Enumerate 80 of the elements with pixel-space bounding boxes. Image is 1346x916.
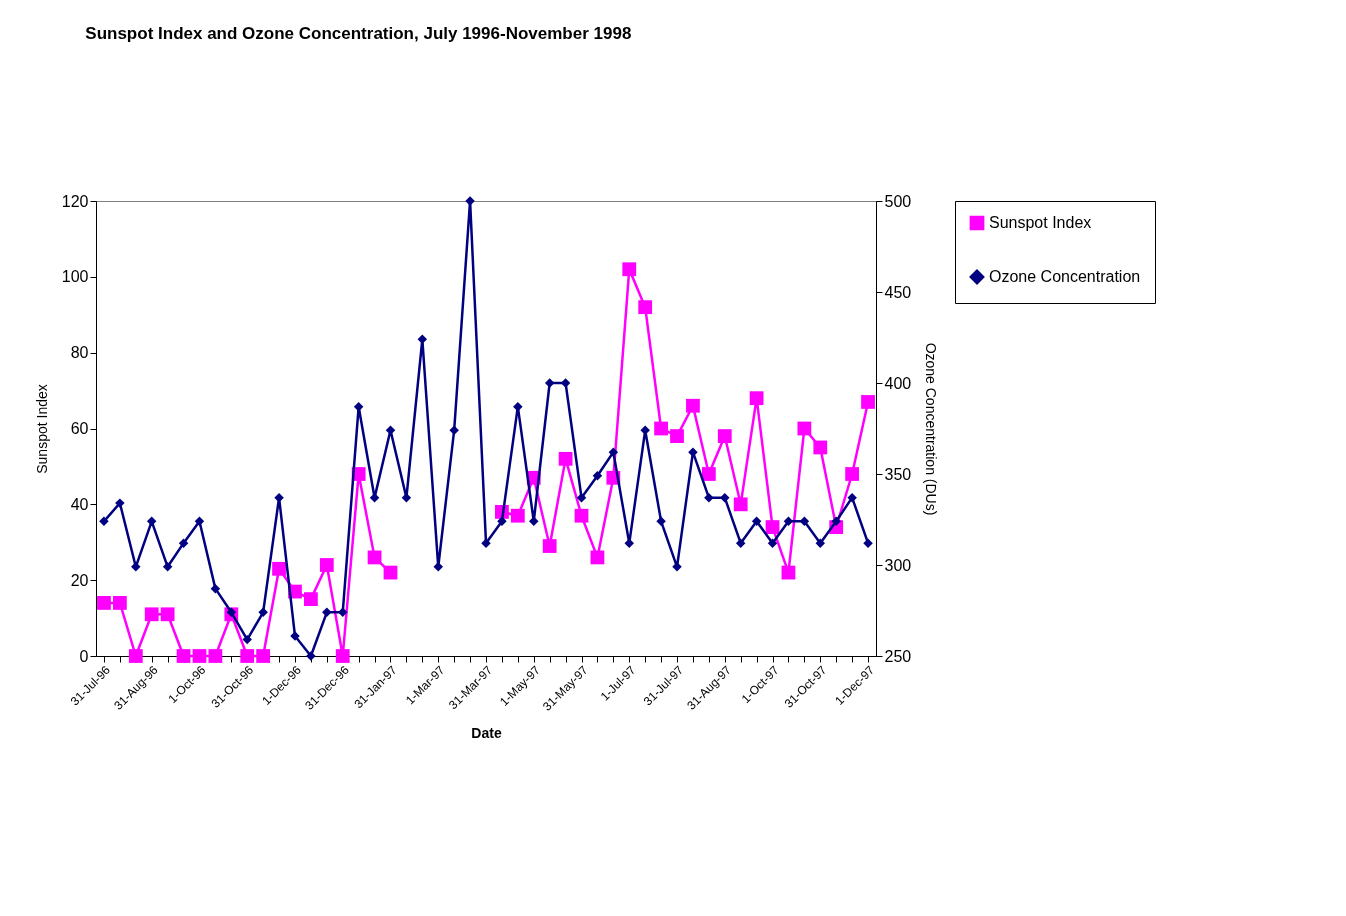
point [544,378,555,388]
point [815,538,826,548]
point [845,467,860,481]
point [226,607,237,618]
point [433,562,443,572]
y-tick-label: 120 [61,192,89,210]
y-axis-title: Sunspot Index [33,384,50,474]
point [194,516,205,527]
point [322,607,332,618]
point [797,421,812,436]
point [510,508,525,523]
point [749,391,764,406]
chart-title: Sunspot Index and Ozone Concentration, July 1996-November 1998 [85,24,632,43]
point [178,538,189,548]
point [242,634,252,645]
point [847,492,857,503]
point [256,649,271,663]
point [813,440,828,455]
point [272,561,286,576]
point [335,649,350,663]
point [258,607,268,618]
point [97,596,111,610]
point [751,516,762,527]
point [449,425,459,436]
point [704,492,714,503]
point [319,558,334,572]
y2-tick-label: 300 [884,556,912,574]
point [192,649,207,663]
point [767,538,778,548]
point [622,262,637,277]
point [592,471,603,481]
point [654,421,668,436]
y2-axis-title: Ozone Concentration (DUs) [923,342,940,516]
y2-tick-label: 500 [884,192,912,210]
point [274,492,284,503]
point [765,520,780,534]
point [670,429,684,443]
point [176,649,191,663]
point [574,508,589,523]
point [558,451,573,466]
point [720,492,730,503]
y2-tick-label: 250 [884,647,912,665]
y-tick-label: 80 [70,344,89,362]
point [353,401,364,412]
y2-tick-label: 450 [884,283,912,301]
point [208,649,223,663]
point [717,429,732,443]
point [783,516,794,527]
y-tick-label: 100 [61,268,89,286]
x-axis-title: Date [471,724,502,741]
y-tick-label: 40 [70,495,89,513]
y2-tick-label: 350 [884,465,912,483]
point [497,516,507,527]
point [160,607,175,622]
point [304,592,318,607]
y-tick-label: 0 [79,647,89,665]
legend-label: Sunspot Index [989,214,1092,231]
y2-tick-label: 400 [884,374,912,392]
point [735,538,746,548]
point [112,596,127,610]
point [576,492,587,503]
point [831,516,841,527]
point [733,497,748,512]
point [99,516,109,527]
point [701,467,716,481]
point [608,447,619,457]
point [861,395,875,409]
point [542,539,557,553]
point [799,516,810,527]
point [686,398,700,413]
point [240,649,255,663]
y-tick-label: 20 [70,571,89,589]
point [656,516,666,527]
legend-label: Ozone Concentration [989,268,1141,285]
point [144,607,159,622]
point [210,583,221,594]
point [162,562,173,572]
y-tick-label: 60 [70,420,89,437]
point [638,300,653,315]
point [128,649,143,663]
